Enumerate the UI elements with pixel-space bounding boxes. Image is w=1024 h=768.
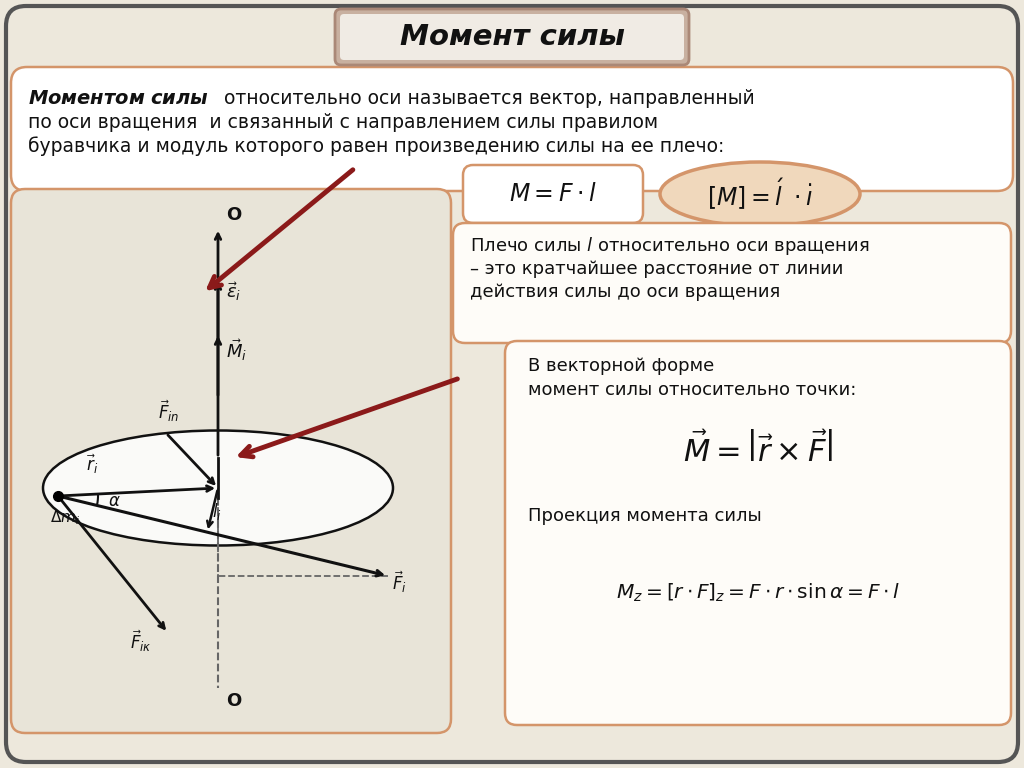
FancyBboxPatch shape	[463, 165, 643, 223]
Text: $\alpha$: $\alpha$	[108, 492, 121, 510]
Text: O: O	[226, 692, 242, 710]
Text: $\vec{F}_{in}$: $\vec{F}_{in}$	[158, 399, 179, 424]
Text: $M = F \cdot l$: $M = F \cdot l$	[509, 182, 597, 206]
Text: относительно оси называется вектор, направленный: относительно оси называется вектор, напр…	[218, 88, 755, 108]
Text: Проекция момента силы: Проекция момента силы	[528, 507, 762, 525]
FancyBboxPatch shape	[335, 9, 689, 65]
Text: O: O	[226, 206, 242, 224]
Text: $[M]=\acute{l}\ \cdot\dot{\imath}$: $[M]=\acute{l}\ \cdot\dot{\imath}$	[707, 177, 813, 212]
Text: В векторной форме: В векторной форме	[528, 357, 715, 375]
FancyBboxPatch shape	[6, 6, 1018, 762]
FancyBboxPatch shape	[11, 189, 451, 733]
Text: $\Delta m_i$: $\Delta m_i$	[50, 508, 80, 527]
Text: $M_z = \left[r \cdot F\right]_z = F \cdot r \cdot \sin\alpha = F \cdot l$: $M_z = \left[r \cdot F\right]_z = F \cdo…	[615, 582, 900, 604]
Text: $\vec{M} = \left|\vec{r} \times \vec{F}\right|$: $\vec{M} = \left|\vec{r} \times \vec{F}\…	[683, 432, 834, 468]
Text: – это кратчайшее расстояние от линии: – это кратчайшее расстояние от линии	[470, 260, 844, 278]
Text: $\vec{M}_i$: $\vec{M}_i$	[226, 337, 247, 363]
Text: момент силы относительно точки:: момент силы относительно точки:	[528, 381, 856, 399]
Text: $l_i$: $l_i$	[212, 502, 222, 522]
Text: Момент силы: Момент силы	[399, 23, 625, 51]
FancyBboxPatch shape	[340, 14, 684, 60]
Ellipse shape	[660, 162, 860, 226]
Text: буравчика и модуль которого равен произведению силы на ее плечо:: буравчика и модуль которого равен произв…	[28, 136, 724, 156]
Text: действия силы до оси вращения: действия силы до оси вращения	[470, 283, 780, 301]
Text: $\vec{r}_i$: $\vec{r}_i$	[86, 452, 98, 476]
FancyBboxPatch shape	[453, 223, 1011, 343]
Text: $\vec{\varepsilon}_i$: $\vec{\varepsilon}_i$	[226, 280, 242, 303]
FancyBboxPatch shape	[505, 341, 1011, 725]
Text: по оси вращения  и связанный с направлением силы правилом: по оси вращения и связанный с направлени…	[28, 112, 658, 131]
FancyBboxPatch shape	[11, 67, 1013, 191]
Text: Плечо силы $l$ относительно оси вращения: Плечо силы $l$ относительно оси вращения	[470, 235, 869, 257]
Text: $\bfit{Моментом\ силы}$: $\bfit{Моментом\ силы}$	[28, 88, 209, 108]
Ellipse shape	[43, 431, 393, 545]
Text: $\vec{F}_i$: $\vec{F}_i$	[392, 570, 407, 595]
Text: $\vec{F}_{i\kappa}$: $\vec{F}_{i\kappa}$	[130, 628, 152, 654]
